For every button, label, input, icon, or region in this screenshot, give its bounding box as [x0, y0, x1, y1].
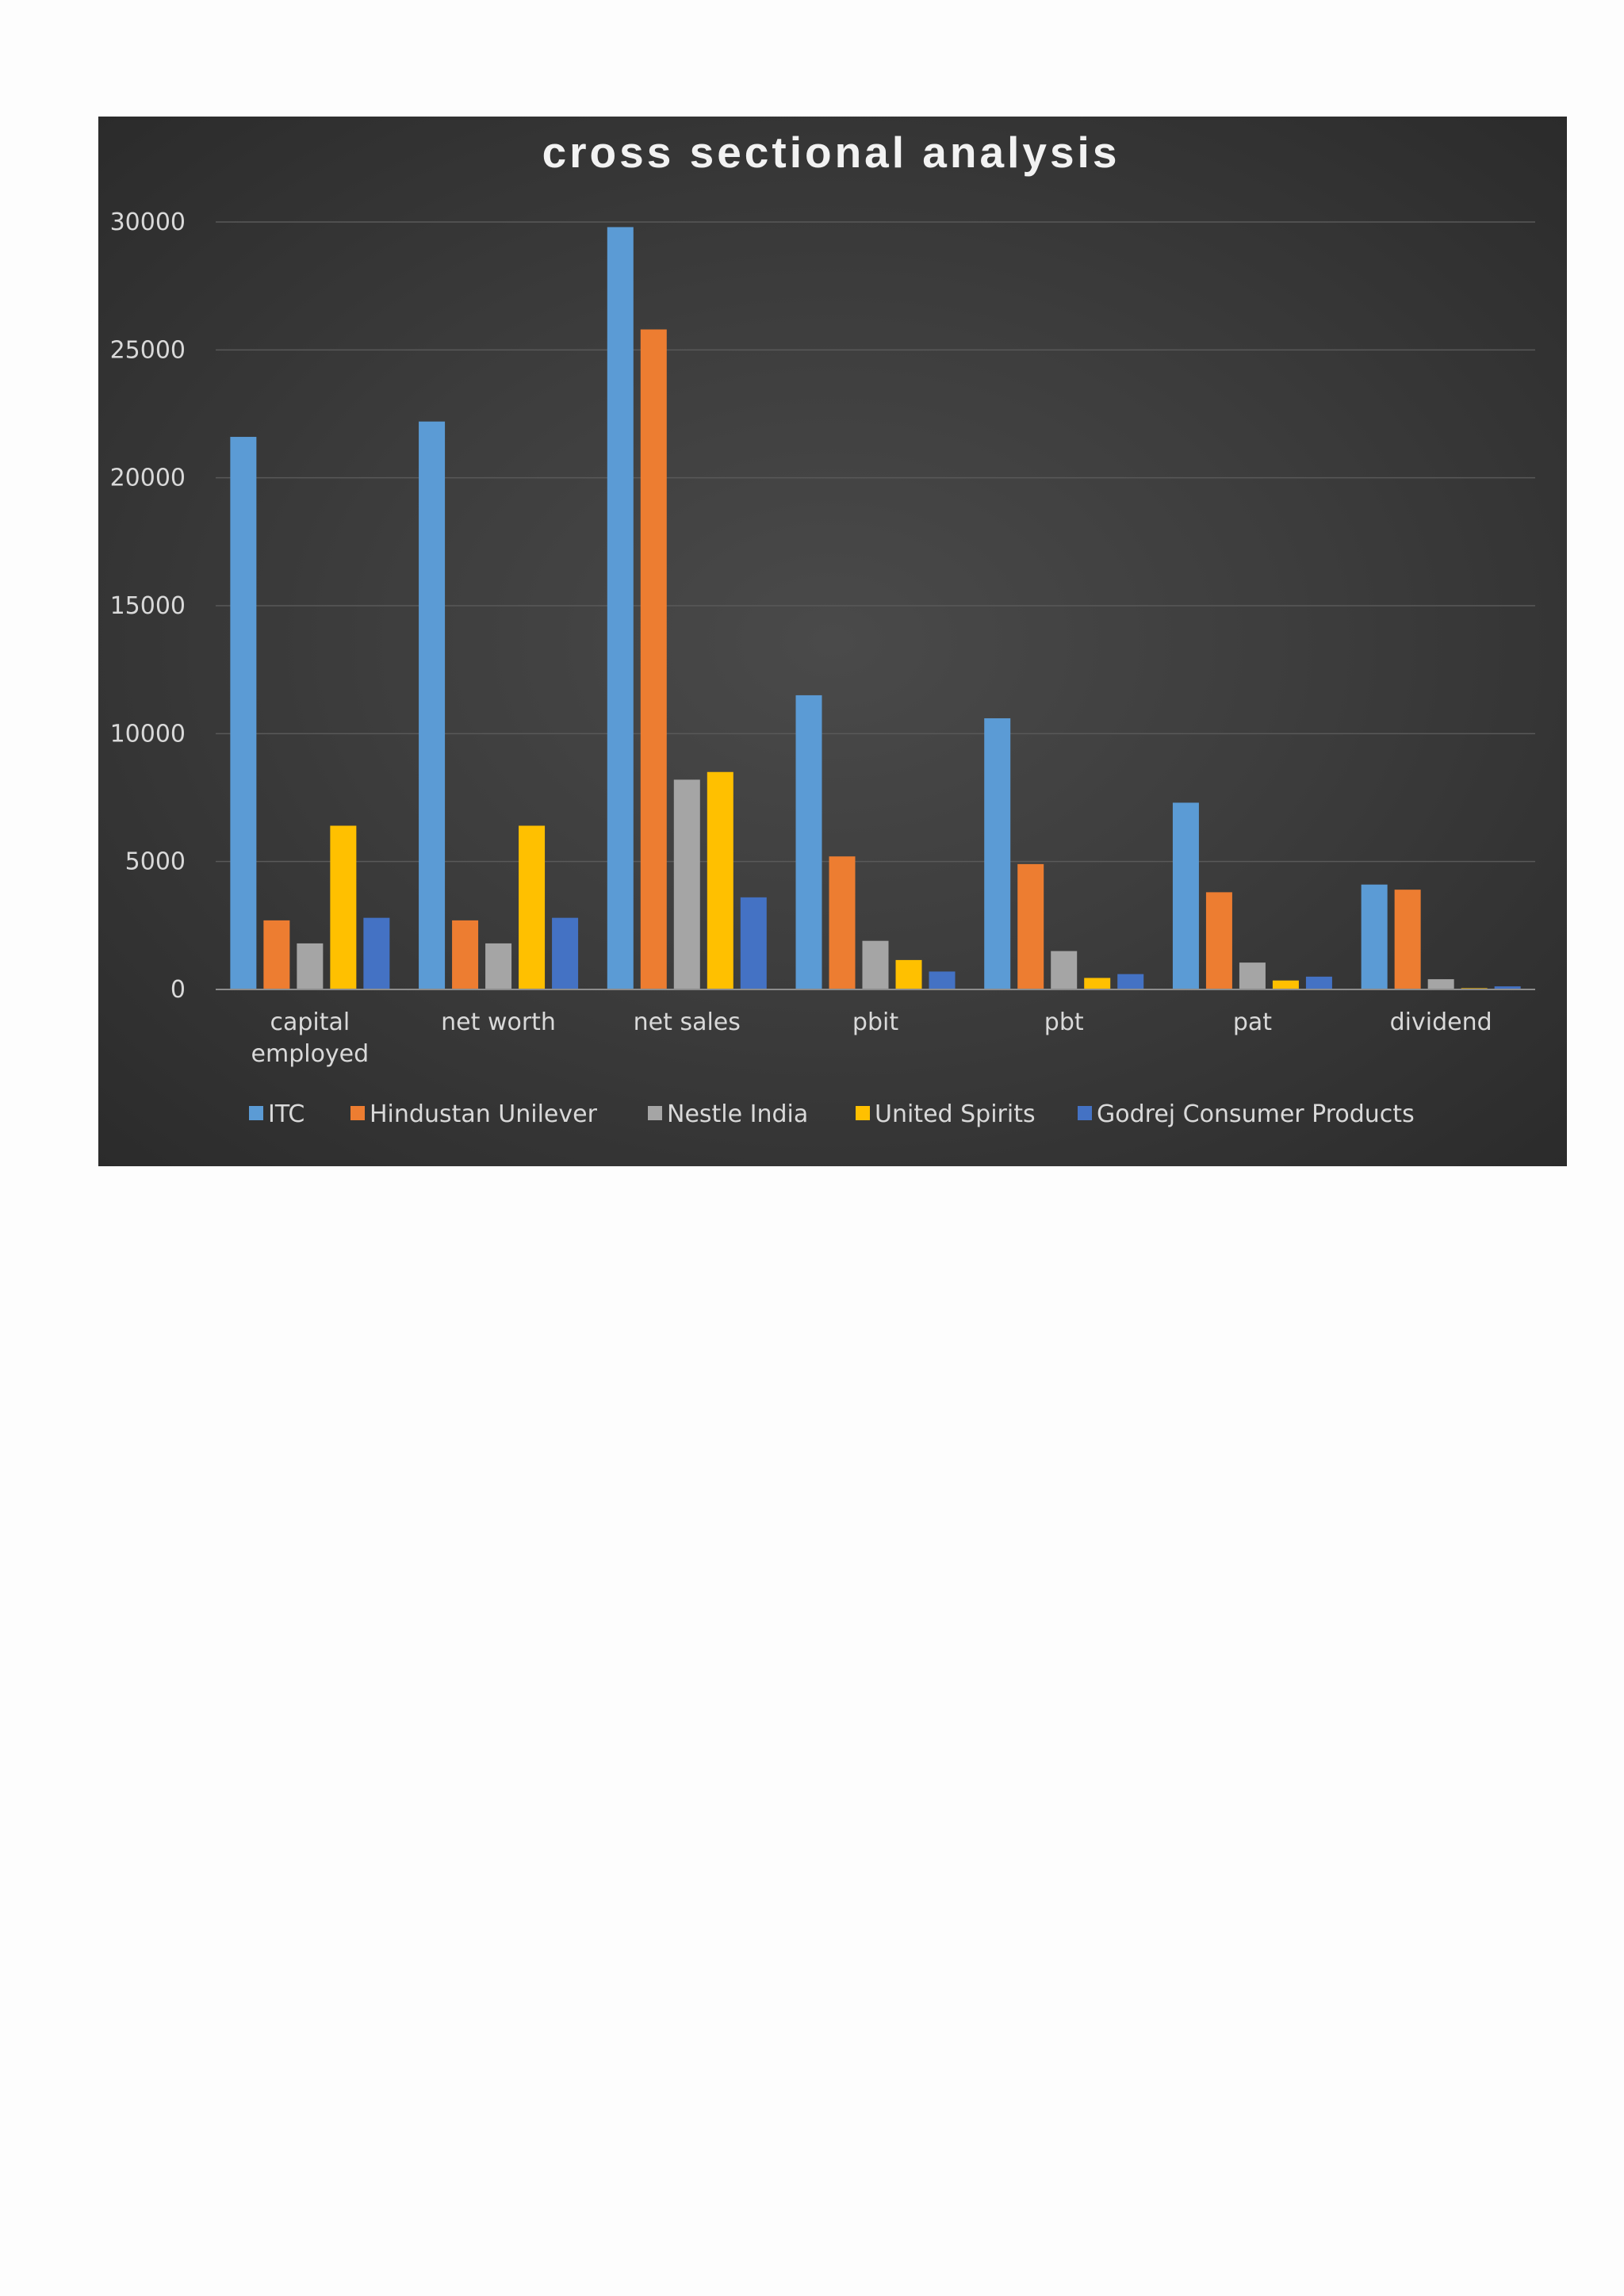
bar — [1361, 884, 1388, 989]
legend-label: United Spirits — [875, 1100, 1036, 1128]
x-category-label: pat — [1233, 1008, 1272, 1036]
bar — [1272, 980, 1299, 989]
bar — [640, 329, 667, 989]
legend-label: Hindustan Unilever — [370, 1100, 598, 1128]
bar — [984, 718, 1011, 989]
bar — [1205, 892, 1232, 989]
legend-swatch — [856, 1106, 870, 1120]
legend-label: ITC — [268, 1100, 304, 1128]
chart-area: cross sectional analysis 0 5000 10000 15000… — [98, 117, 1567, 1166]
y-axis-ticks: 0 5000 10000 15000 20000 25000 30000 — [110, 209, 186, 1004]
bar — [485, 943, 512, 989]
bar — [1117, 974, 1144, 989]
legend-label: Godrej Consumer Products — [1097, 1100, 1415, 1128]
gridlines — [216, 221, 1535, 863]
bar — [1084, 978, 1111, 989]
y-tick-label: 15000 — [110, 592, 186, 620]
x-axis-categories: capital employed net worth net sales pbit pbt… — [251, 1008, 1492, 1068]
bar — [519, 825, 546, 989]
bar — [740, 897, 767, 989]
legend-swatch — [350, 1106, 365, 1120]
legend-swatch — [249, 1106, 263, 1120]
bar — [607, 227, 634, 989]
bar — [1239, 962, 1266, 989]
bar — [1017, 863, 1044, 989]
bars — [230, 227, 1521, 989]
bar — [452, 920, 479, 989]
bar — [929, 971, 956, 989]
x-category-label: dividend — [1390, 1008, 1492, 1036]
bar — [795, 695, 822, 989]
bar — [230, 437, 257, 989]
bar — [1394, 890, 1421, 989]
bar — [330, 825, 357, 989]
bar — [552, 917, 579, 989]
y-tick-label: 30000 — [110, 209, 186, 236]
x-category-label: capital employed — [251, 1008, 370, 1068]
legend-swatch — [1078, 1106, 1092, 1120]
bar — [263, 920, 290, 989]
bar — [1427, 979, 1454, 989]
bar — [1051, 951, 1078, 989]
bar — [363, 917, 390, 989]
bar — [1494, 986, 1521, 989]
x-category-label: pbit — [852, 1008, 898, 1036]
x-category-label: pbt — [1044, 1008, 1084, 1036]
y-tick-label: 0 — [170, 976, 186, 1004]
legend-swatch — [648, 1106, 662, 1120]
bar — [862, 940, 889, 989]
x-category-label: net worth — [441, 1008, 556, 1036]
y-tick-label: 5000 — [125, 848, 186, 876]
bar-chart: cross sectional analysis 0 5000 10000 15000… — [110, 128, 1535, 1128]
legend: ITC Hindustan Unilever Nestle India United … — [249, 1100, 1415, 1128]
bar — [1305, 976, 1332, 989]
bar — [297, 943, 324, 989]
y-tick-label: 25000 — [110, 336, 186, 364]
bar — [673, 779, 700, 989]
bar — [829, 856, 856, 989]
chart-title: cross sectional analysis — [542, 128, 1120, 177]
legend-label: Nestle India — [667, 1100, 808, 1128]
bar — [707, 771, 733, 989]
bar — [1172, 802, 1199, 989]
x-category-label: net sales — [634, 1008, 741, 1036]
y-tick-label: 10000 — [110, 720, 186, 748]
bar — [419, 421, 446, 989]
bar — [895, 959, 922, 989]
y-tick-label: 20000 — [110, 465, 186, 492]
